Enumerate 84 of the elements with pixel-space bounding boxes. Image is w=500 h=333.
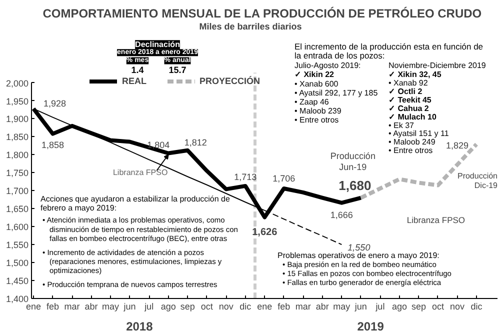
annotation: ✓ Mulach 10	[388, 112, 437, 122]
chart-title: COMPORTAMIENTO MENSUAL DE LA PRODUCCIÓN DE PETRÓLEO CRUDO	[42, 6, 482, 21]
text: 2019	[357, 320, 384, 333]
annotation: • Maloob 239	[294, 106, 342, 116]
y-tick-label: 1,500	[6, 258, 29, 268]
x-tick-label: jun	[122, 302, 136, 312]
data-label: 1,858	[42, 140, 64, 150]
text: 15.7	[168, 65, 186, 76]
annotation: Acciones que ayudaron a estabilizar la producción de	[40, 194, 231, 204]
legend-label: REAL	[122, 76, 146, 86]
data-label: 1,706	[272, 173, 296, 184]
text: Noviembre-Diciembre 2019	[388, 61, 486, 70]
annotation: Problemas operativos de enero a mayo 2019:	[278, 250, 440, 260]
x-tick-label: nov	[218, 302, 234, 312]
y-tick-label: 1,550	[6, 240, 29, 250]
annotation: ✓ Cahua 2	[388, 104, 430, 113]
text: El incremento de la producción esta en función de	[294, 42, 484, 52]
legend-label: PROYECCIÓN	[200, 76, 260, 86]
x-tick-label: oct	[432, 302, 444, 312]
x-tick-label: mar	[64, 302, 80, 312]
annotation: • Ayatsil 151 y 11	[388, 129, 450, 138]
annotation: Libranza FPSO	[406, 215, 466, 226]
x-tick-label: dic	[240, 302, 252, 312]
text: ✓ Xikin 22	[294, 70, 335, 80]
chart-subtitle: Miles de barriles diarios	[199, 22, 302, 32]
x-tick-label: sep	[180, 302, 195, 312]
data-label: 1,713	[234, 172, 257, 182]
data-label: 1,680	[338, 178, 372, 193]
y-tick-label: 1,650	[6, 204, 29, 214]
x-tick-label: feb	[46, 302, 60, 312]
annotation: Libranza FPSO	[112, 168, 168, 178]
x-tick-label: feb	[278, 302, 290, 312]
x-tick-label: jul	[374, 302, 385, 312]
text: Declinación	[135, 40, 180, 50]
y-tick-label: 1,900	[6, 114, 29, 124]
y-tick-label: 2,000	[6, 78, 29, 88]
x-tick-label: oct	[200, 302, 214, 312]
x-tick-label: jul	[144, 302, 154, 312]
data-label: 1,550	[348, 242, 370, 253]
y-tick-label: 1,400	[6, 294, 29, 304]
text: la entrada de los pozos:	[294, 50, 385, 61]
y-tick-label: 1,600	[6, 222, 29, 232]
text: ✓ Xikin 32, 45	[388, 70, 442, 80]
x-tick-label: may	[102, 302, 120, 312]
y-tick-label: 1,950	[6, 96, 29, 106]
data-label: 1,928	[44, 98, 66, 109]
x-tick-label: nov	[450, 302, 465, 312]
y-tick-label: 1,800	[6, 150, 29, 160]
annotation: • Maloob 249	[388, 138, 436, 147]
x-tick-label: sep	[411, 302, 426, 312]
annotation: • Xanab 92	[388, 78, 428, 88]
annotation: • Zaap 46	[294, 97, 330, 106]
x-tick-label: abr	[316, 302, 329, 312]
annotation: ✓ Octli 2	[388, 87, 423, 96]
annotation: • Ayatsil 292, 177 y 185	[294, 88, 378, 98]
y-tick-label: 1,450	[6, 276, 29, 286]
text: 1.4	[131, 65, 144, 76]
data-label: 1,626	[252, 227, 278, 238]
x-tick-label: abr	[84, 302, 98, 312]
data-label: 1,812	[184, 137, 207, 148]
y-tick-label: 1,700	[6, 186, 29, 196]
data-label: 1,666	[330, 210, 353, 220]
annotation: ✓ Teekit 45	[388, 96, 432, 105]
x-tick-label: ene	[257, 302, 272, 312]
annotation: • Entre otros	[294, 115, 339, 124]
text: 2018	[126, 320, 154, 333]
y-tick-label: 1,750	[6, 168, 29, 178]
annotation: febrero a mayo 2019:	[40, 204, 117, 213]
y-tick-label: 1,850	[6, 132, 29, 142]
annotation: • Entre otros	[388, 146, 433, 156]
x-tick-label: mar	[295, 302, 311, 312]
data-label: 1,804	[147, 140, 170, 150]
annotation: Producción Dic-19	[457, 171, 498, 190]
annotation: • Ek 37	[388, 120, 415, 130]
x-tick-label: jun	[354, 302, 367, 312]
x-tick-label: ago	[160, 302, 176, 312]
x-tick-label: ago	[392, 302, 407, 312]
annotation: Producción Jun-19	[330, 150, 376, 172]
x-tick-label: dic	[470, 302, 483, 312]
annotation: • Xanab 600	[294, 79, 339, 88]
data-label: 1,829	[446, 140, 469, 150]
text: Julio-Agosto 2019:	[294, 61, 361, 70]
x-tick-label: ene	[26, 302, 42, 312]
x-tick-label: may	[333, 302, 351, 312]
